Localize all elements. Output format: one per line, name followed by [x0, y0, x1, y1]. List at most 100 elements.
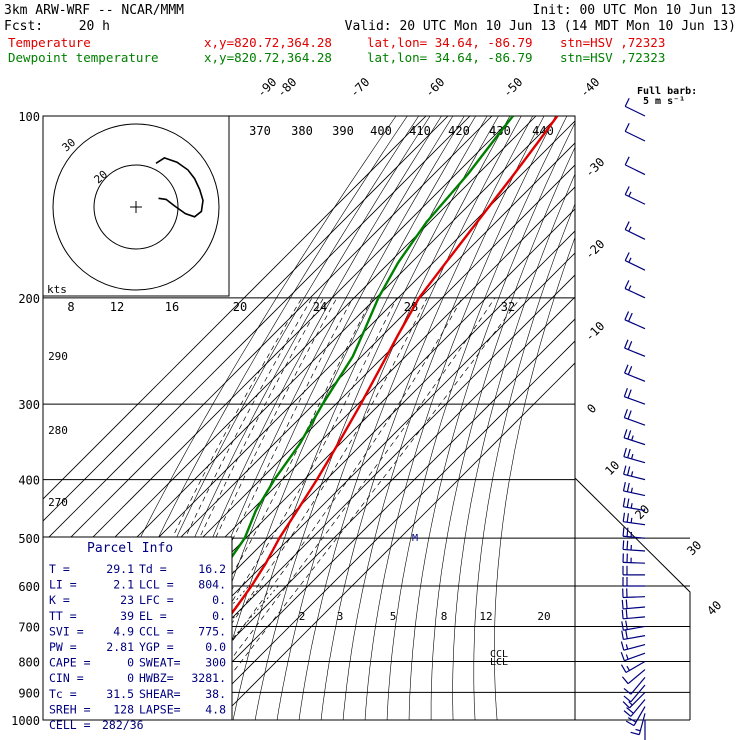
wind-barb	[623, 408, 646, 426]
wind-barb	[630, 713, 646, 736]
mixing-ratio-line	[144, 585, 262, 720]
parcel-label: HWBZ=	[139, 671, 174, 685]
wind-barb	[620, 660, 646, 673]
wind-barb-flag	[626, 513, 630, 523]
mixing-ratio-label: 8	[441, 610, 448, 623]
parcel-value: 128	[113, 702, 134, 716]
parcel-info-title: Parcel Info	[87, 541, 173, 556]
mixing-ratio-label: 12	[479, 610, 492, 623]
dewpoint-xy: x,y=820.72,364.28	[204, 50, 332, 65]
ccl-marker: CCL	[490, 649, 508, 660]
wind-barb-staff	[624, 105, 646, 117]
wind-barb-staff	[624, 194, 646, 205]
wind-barb	[623, 465, 646, 481]
pressure-label-500: 500	[18, 532, 40, 546]
parcel-label: SVI =	[49, 624, 84, 638]
parcel-label: Td =	[139, 562, 167, 576]
wind-barb-flag	[623, 687, 632, 695]
wind-barb-staff	[624, 396, 646, 405]
wind-barb-flag	[623, 387, 628, 397]
wind-barb	[620, 641, 646, 651]
parcel-value: 2.1	[113, 578, 134, 592]
wind-barb-half	[630, 487, 633, 493]
theta-left-label-280: 280	[48, 424, 68, 437]
dry-adiabat	[430, 146, 575, 720]
wind-barb	[623, 676, 646, 695]
wind-barb-flag	[622, 527, 625, 537]
wind-barb-staff	[623, 437, 646, 446]
full-barb-label: Full barb:	[637, 86, 697, 97]
wind-barb-staff	[630, 676, 646, 695]
mixing-ratio-label: 5	[390, 610, 397, 623]
wind-barb	[622, 540, 646, 552]
isotherm-label: -80	[274, 75, 299, 100]
mixing-ratio-label: 3	[337, 610, 344, 623]
theta-left-label-290: 290	[48, 350, 68, 363]
parcel-label: YGP =	[139, 640, 174, 654]
wind-barb-flag	[623, 695, 632, 703]
wind-barb-flag	[627, 448, 631, 458]
parcel-value: 3281.	[191, 671, 226, 685]
wind-barb-flag	[622, 497, 626, 507]
pressure-label-700: 700	[18, 620, 40, 634]
isotherm-label: -70	[347, 75, 372, 100]
wind-barb-flag	[625, 609, 628, 619]
wind-barb-staff	[624, 319, 646, 330]
model-title: 3km ARW-WRF -- NCAR/MMM	[4, 3, 184, 18]
cell-value: 282/36	[102, 718, 144, 732]
wind-barb	[644, 720, 646, 740]
extension-border	[574, 477, 691, 720]
isotherm-label: -60	[422, 75, 447, 100]
wind-barb-staff	[638, 713, 646, 735]
wind-barb	[624, 252, 646, 271]
wind-barb-flag	[620, 641, 625, 651]
wind-barb-half	[628, 257, 632, 263]
dry-adiabat	[320, 116, 533, 720]
full-barb-value: 5 m s⁻¹	[643, 96, 685, 107]
dry-adiabat	[408, 122, 575, 720]
parcel-label: CIN =	[49, 671, 84, 685]
parcel-label: Tc =	[49, 687, 77, 701]
wind-barb	[624, 364, 646, 382]
wind-barb-flag	[624, 339, 629, 349]
dry-adiabat	[364, 116, 556, 720]
wind-barb-flag	[625, 720, 635, 727]
parcel-value: 39	[120, 609, 134, 623]
isotherm-label: 0	[584, 401, 599, 416]
wind-barb-flag	[624, 98, 630, 107]
theta-label-370: 370	[249, 124, 271, 138]
fcst-value: 20 h	[79, 19, 110, 34]
theta-left-label-270: 270	[48, 496, 68, 509]
temperature-legend: Temperature	[8, 35, 91, 50]
pressure-label-900: 900	[18, 686, 40, 700]
wind-barb-flag	[624, 221, 630, 230]
pressure-label-1000: 1000	[11, 714, 40, 728]
wind-barb-flag	[626, 466, 631, 476]
speed-label-16: 16	[165, 300, 179, 314]
wind-barb-flag	[626, 707, 634, 714]
wind-barb	[623, 387, 646, 405]
speed-label-20: 20	[233, 300, 247, 314]
wind-barb-flag	[625, 620, 628, 630]
wind-barb-staff	[625, 660, 646, 673]
theta-label-410: 410	[409, 124, 431, 138]
wind-barb	[622, 512, 646, 526]
wind-barb-flag	[624, 123, 630, 132]
wind-barb-flag	[622, 482, 626, 492]
temperature-stn: stn=HSV ,72323	[560, 35, 665, 50]
pressure-label-200: 200	[18, 292, 40, 306]
isotherm-line	[43, 116, 515, 588]
wind-barb-flag	[628, 312, 633, 322]
parcel-value: 4.8	[205, 702, 226, 716]
wind-barb-staff	[624, 287, 646, 299]
hodograph-units: kts	[47, 283, 67, 296]
wind-barb-half	[625, 644, 629, 650]
parcel-label: PW =	[49, 640, 77, 654]
wind-barb-staff	[624, 229, 646, 240]
wind-barb-flag	[627, 430, 632, 440]
wind-barb	[622, 588, 646, 599]
wind-barb-flag	[624, 311, 630, 321]
isotherm-line	[195, 340, 575, 720]
parcel-label: TT =	[49, 609, 77, 623]
wind-barb-half	[630, 517, 633, 523]
